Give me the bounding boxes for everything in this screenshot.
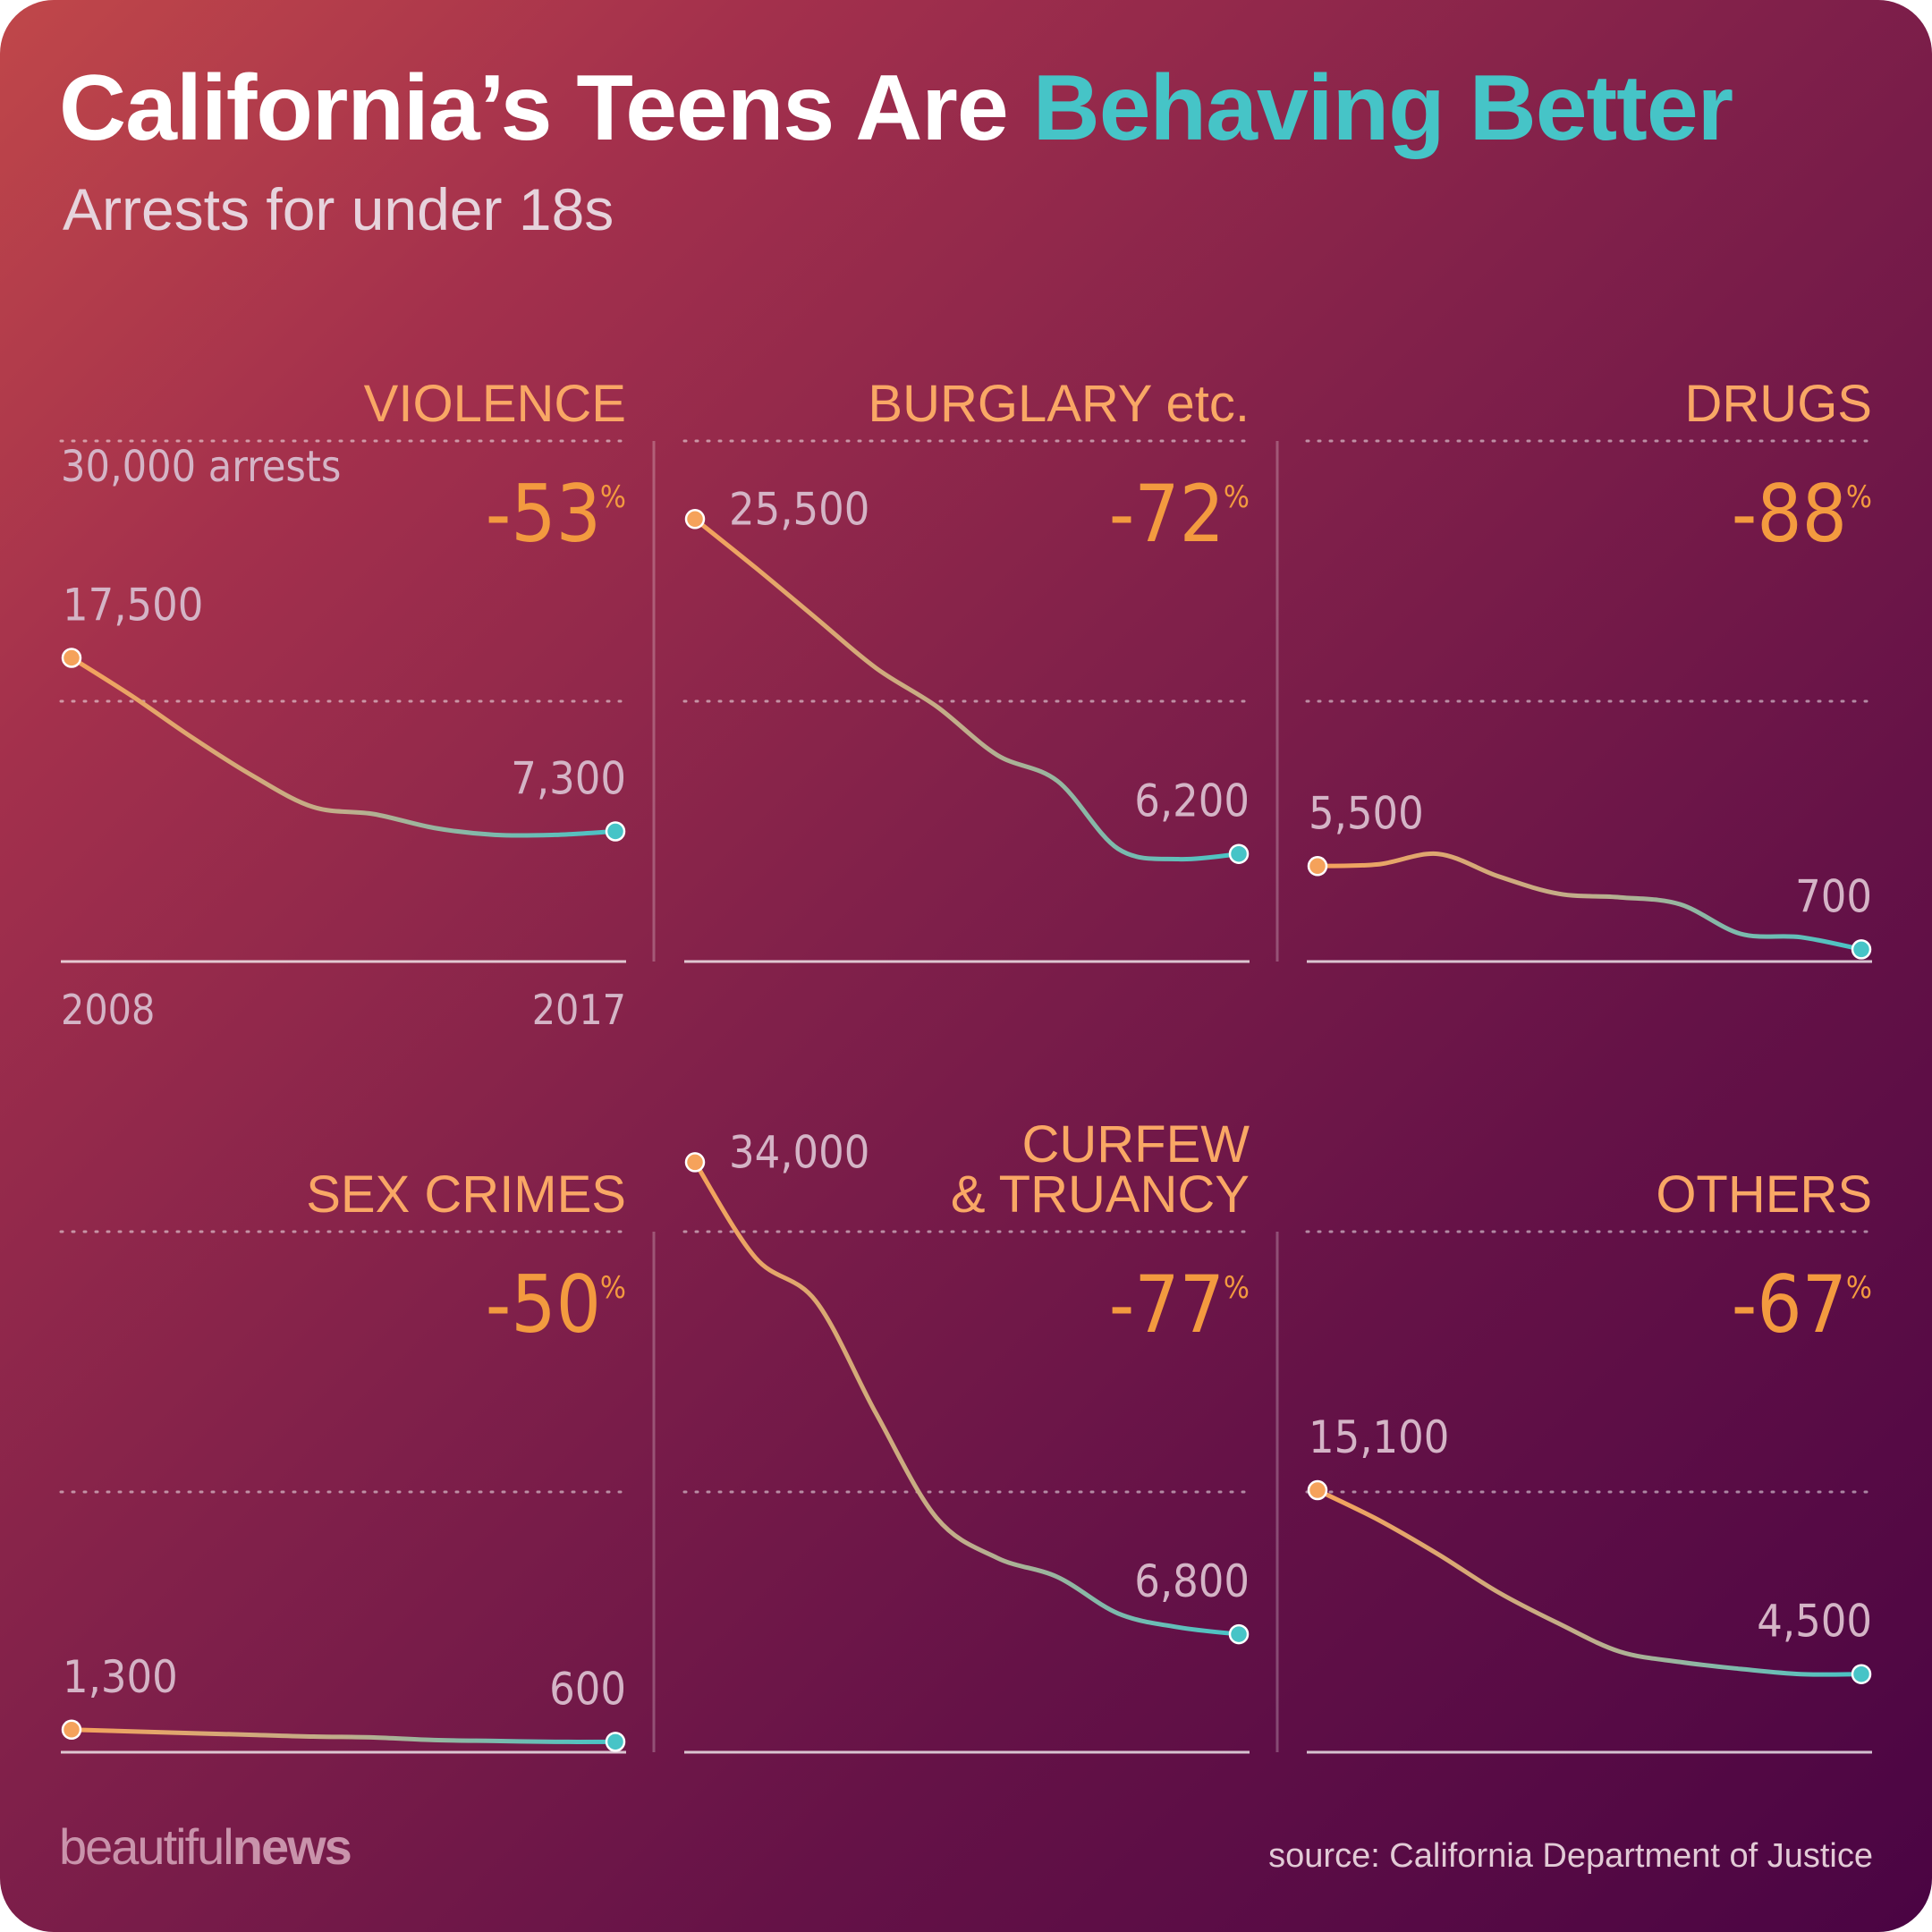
end-point	[1851, 939, 1872, 960]
page-title: California’s Teens Are Behaving Better	[59, 56, 1734, 160]
series-line	[69, 656, 618, 838]
page-subtitle: Arrests for under 18s	[63, 176, 614, 242]
gridline-label: 30,000 arrests	[61, 442, 341, 492]
end-value-label: 700	[1795, 870, 1872, 922]
percent-change: -53	[486, 468, 601, 560]
percent-sign: %	[1224, 479, 1250, 515]
panel-others	[1305, 1230, 1874, 1754]
x-tick-label: 2008	[61, 986, 155, 1034]
panel-title: SEX CRIMES	[306, 1165, 626, 1224]
percent-sign: %	[600, 479, 626, 515]
panel-title: VIOLENCE	[364, 375, 626, 433]
start-point	[684, 509, 706, 530]
panel-sex-crimes	[59, 1230, 628, 1754]
start-point	[1307, 856, 1328, 877]
start-point	[1307, 1479, 1328, 1501]
panel-violence	[59, 439, 628, 963]
start-value-label: 17,500	[63, 580, 203, 631]
series-line	[692, 1159, 1241, 1637]
series-line	[692, 516, 1241, 862]
series-line	[1315, 851, 1864, 952]
panel-curfew	[682, 1152, 1251, 1754]
percent-change: -50	[486, 1258, 601, 1351]
end-value-label: 7,300	[511, 753, 626, 805]
end-value-label: 6,200	[1134, 775, 1250, 827]
title-highlight: Behaving Better	[1032, 56, 1734, 160]
end-point	[605, 821, 626, 842]
x-tick-label: 2017	[532, 986, 626, 1034]
panel-drugs	[1305, 439, 1874, 963]
panel-title: DRUGS	[1685, 375, 1872, 433]
end-value-label: 600	[549, 1663, 626, 1715]
end-point	[1851, 1664, 1872, 1684]
percent-sign: %	[1846, 1270, 1872, 1306]
panel-burglary	[682, 439, 1251, 963]
series-line	[1315, 1487, 1864, 1677]
start-value-label: 15,100	[1309, 1411, 1449, 1463]
series-line	[69, 1727, 618, 1744]
percent-change: -88	[1732, 468, 1847, 560]
panel-title: OTHERS	[1656, 1165, 1872, 1224]
source-note: source: California Department of Justice	[1268, 1837, 1873, 1875]
end-point	[1228, 1623, 1250, 1645]
end-value-label: 4,500	[1757, 1596, 1872, 1648]
percent-sign: %	[1224, 1270, 1250, 1306]
percent-sign: %	[600, 1270, 626, 1306]
percent-change: -72	[1109, 468, 1224, 560]
start-point	[61, 648, 82, 668]
start-point	[684, 1152, 706, 1173]
start-point	[61, 1719, 82, 1741]
brand-logo: beautifulnews	[59, 1818, 352, 1875]
percent-change: -77	[1109, 1258, 1224, 1351]
percent-change: -67	[1732, 1258, 1847, 1351]
panel-title: & TRUANCY	[951, 1165, 1250, 1224]
percent-sign: %	[1846, 479, 1872, 515]
end-value-label: 6,800	[1134, 1555, 1250, 1607]
start-value-label: 34,000	[729, 1126, 869, 1178]
panel-title: CURFEW	[1021, 1115, 1250, 1174]
start-value-label: 25,500	[729, 483, 869, 535]
end-point	[1228, 843, 1250, 864]
end-point	[605, 1732, 626, 1752]
start-value-label: 5,500	[1309, 787, 1424, 839]
start-value-label: 1,300	[63, 1651, 178, 1703]
panel-title: BURGLARY etc.	[868, 375, 1250, 433]
